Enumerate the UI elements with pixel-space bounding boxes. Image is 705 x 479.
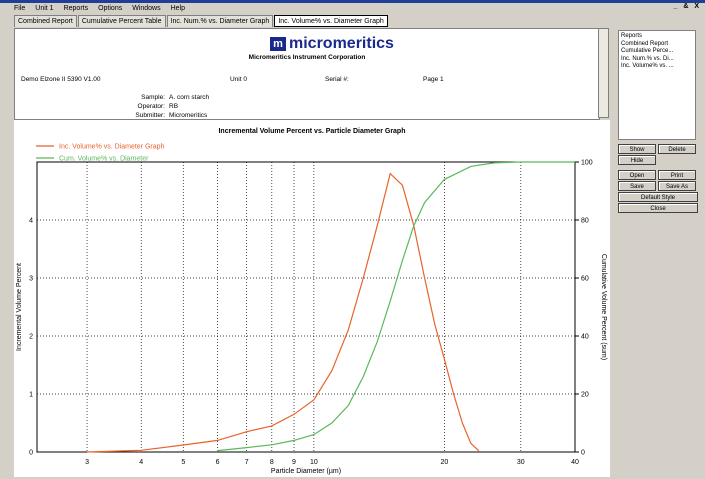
list-item[interactable]: Cumulative Perce...	[621, 48, 674, 54]
list-item[interactable]: Combined Report	[621, 40, 669, 47]
x-tick-label: 4	[139, 459, 143, 466]
x-tick-label: 30	[517, 459, 525, 466]
y2-tick-label: 0	[581, 450, 585, 457]
series-line	[87, 172, 480, 453]
y-tick-label: 0	[29, 450, 33, 457]
series-line	[217, 161, 575, 452]
report-header: m micromeritics Micromeritics Instrument …	[14, 28, 600, 120]
side-panel: Reports Combined Report Cumulative Perce..…	[612, 20, 705, 477]
menu-item[interactable]: Unit 1	[35, 4, 54, 12]
logo: m micromeritics	[270, 35, 394, 53]
legend-label: Inc. Volume% vs. Diameter Graph	[59, 144, 165, 151]
button[interactable]: Show	[618, 144, 656, 154]
x-tick-label: 8	[270, 459, 274, 466]
operator-label: Operator:	[137, 103, 165, 110]
list-item[interactable]: Inc. Num.% vs. Di...	[621, 55, 674, 62]
logo-text: micromeritics	[289, 35, 394, 52]
x-tick-label: 10	[310, 459, 318, 466]
window-controls[interactable]: _ & X	[673, 3, 701, 10]
chart: Incremental Volume Percent vs. Particle …	[16, 128, 607, 475]
instrument: Demo Elzone II 5390 V1.00	[21, 76, 101, 83]
button[interactable]: Save	[618, 181, 656, 191]
button[interactable]: Delete	[658, 144, 696, 154]
menu-bar: File Unit 1 Reports Options Windows Help	[0, 3, 705, 13]
button[interactable]: Save As	[658, 181, 696, 191]
title-bar	[0, 0, 705, 3]
x-tick-label: 7	[245, 459, 249, 466]
tab[interactable]: Inc. Volume% vs. Diameter Graph	[274, 15, 388, 27]
page: Page 1	[423, 76, 444, 83]
y2-tick-label: 20	[581, 392, 589, 399]
tab[interactable]: Cumulative Percent Table	[77, 15, 166, 27]
submitter-label: Submitter:	[135, 112, 165, 118]
tab[interactable]: Combined Report	[14, 15, 77, 27]
x-tick-label: 9	[292, 459, 296, 466]
button[interactable]: Close	[618, 203, 698, 213]
plot-frame	[36, 161, 576, 453]
button[interactable]: Hide	[618, 155, 656, 165]
menu-item[interactable]: Help	[170, 4, 186, 12]
y-tick-label: 4	[29, 218, 33, 225]
y-tick-label: 2	[29, 334, 33, 341]
list-item[interactable]: Inc. Volume% vs. ...	[621, 63, 674, 69]
unit: Unit 0	[230, 76, 247, 83]
submitter: Micromeritics	[169, 112, 208, 118]
x-tick-label: 40	[571, 459, 579, 466]
operator: RB	[169, 103, 179, 110]
serial: Serial #:	[325, 76, 349, 83]
scrollbar[interactable]	[598, 28, 609, 118]
x-tick-label: 20	[441, 459, 449, 466]
button[interactable]: Open	[618, 170, 656, 180]
x-axis-title: Particle Diameter (µm)	[271, 468, 341, 475]
menu-item[interactable]: Windows	[132, 4, 161, 12]
chart-title: Incremental Volume Percent vs. Particle …	[218, 128, 405, 135]
list-title: Reports	[621, 33, 643, 39]
y2-tick-label: 60	[581, 276, 589, 283]
chart-area: Incremental Volume Percent vs. Particle …	[14, 120, 610, 477]
x-tick-label: 3	[85, 459, 89, 466]
y2-tick-label: 40	[581, 334, 589, 341]
menu-item[interactable]: Reports	[63, 4, 89, 12]
tab[interactable]: Inc. Num.% vs. Diameter Graph	[166, 15, 274, 27]
menu-item[interactable]: Options	[98, 4, 123, 12]
button[interactable]: Print	[658, 170, 696, 180]
y-tick-label: 3	[29, 276, 33, 283]
x-tick-label: 5	[181, 459, 185, 466]
y2-tick-label: 80	[581, 218, 589, 225]
legend-label: Cum. Volume% vs. Diameter	[59, 156, 149, 163]
y-tick-label: 1	[29, 392, 33, 399]
y2-axis-title: Cumulative Volume Percent (sum)	[600, 254, 607, 360]
y-axis-title: Incremental Volume Percent	[16, 263, 23, 351]
y2-tick-label: 100	[581, 160, 593, 167]
button[interactable]: Default Style	[618, 192, 698, 202]
sample-label: Sample:	[141, 94, 165, 101]
sample: A. corn starch	[169, 94, 210, 101]
company: Micromeritics Instrument Corporation	[248, 54, 366, 61]
tab-strip: Combined Report Cumulative Percent Table I…	[14, 15, 389, 27]
report-list[interactable]: Reports Combined Report Cumulative Perce..…	[618, 30, 696, 140]
x-tick-label: 6	[216, 459, 220, 466]
menu-item[interactable]: File	[14, 4, 26, 12]
